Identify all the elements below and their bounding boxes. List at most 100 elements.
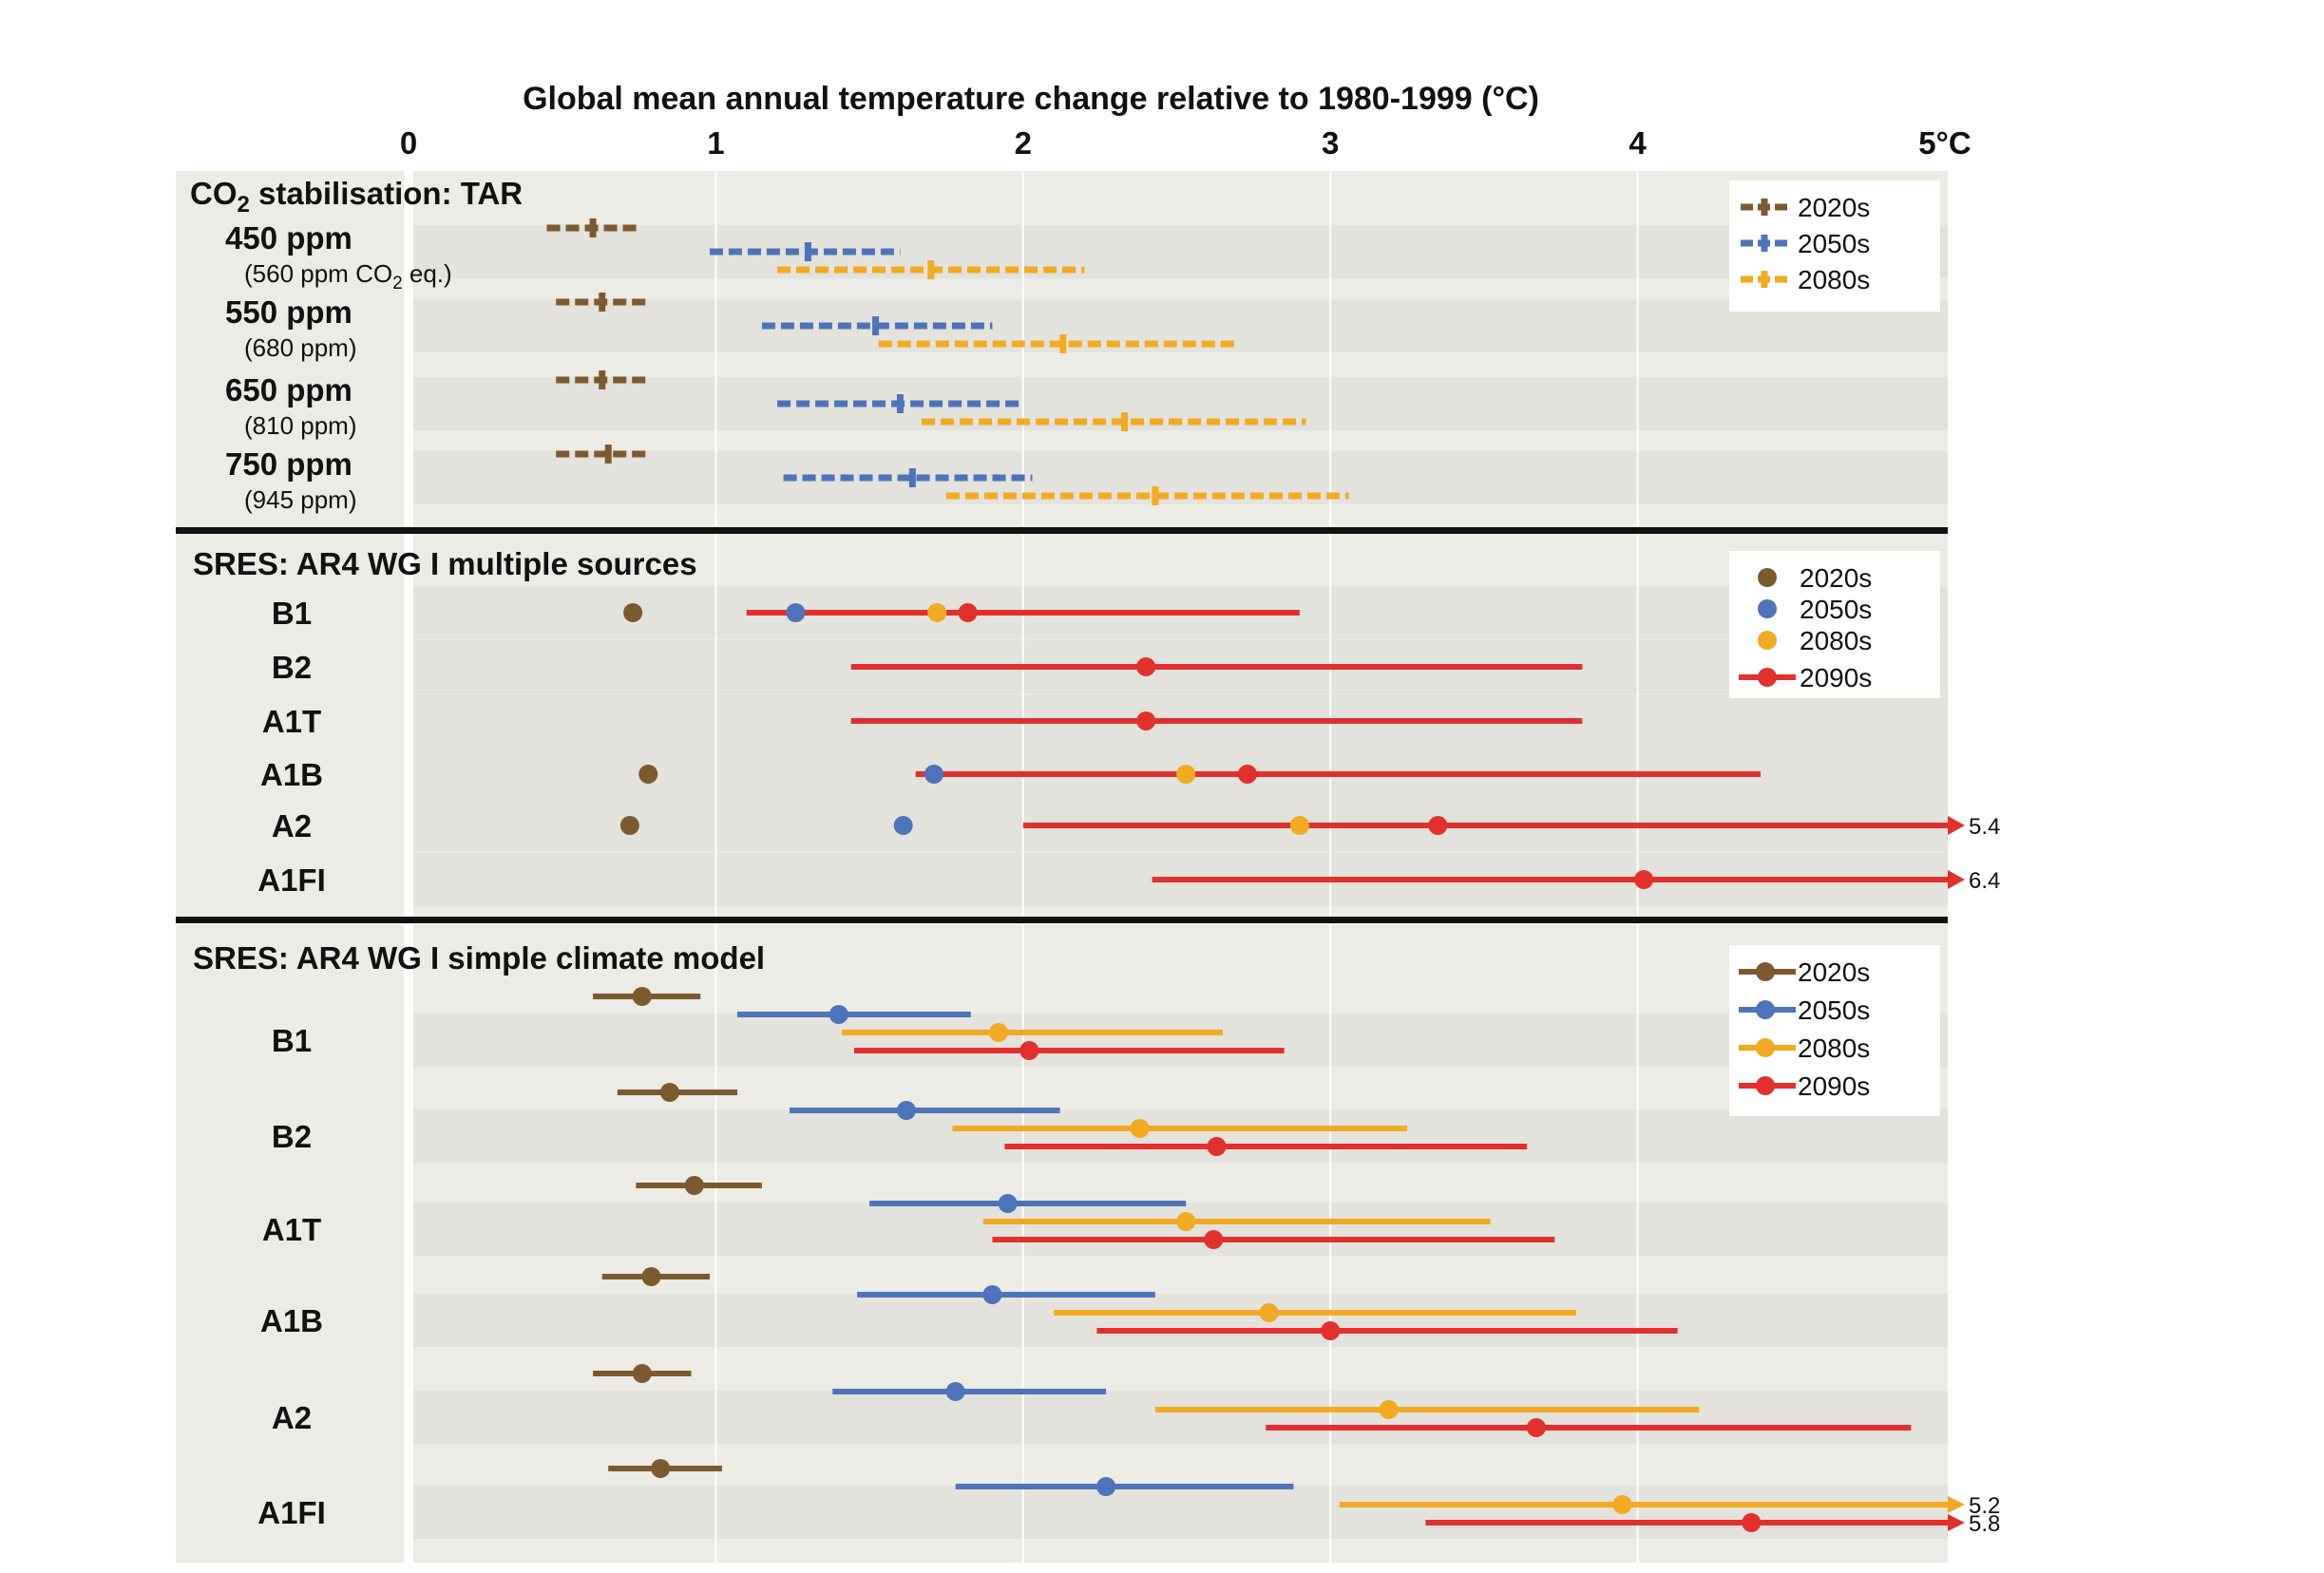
- panel-2-row-a2-2050s-point: [893, 816, 913, 835]
- panel-2-row-a2-2090s-point: [1428, 816, 1448, 835]
- panel-1-row-450-ppm-sublabel: (560 ppm CO2 eq.): [244, 259, 452, 294]
- panel-3-row-b1-2090s-central-point: [1019, 1041, 1039, 1060]
- panel-2-row-b1-2080s-point: [927, 603, 947, 622]
- panel-2-row-a1t-label: A1T: [262, 704, 321, 739]
- panel-3-row-b1-2050s-central-point: [829, 1005, 848, 1024]
- panel-2-row-b1-label: B1: [272, 596, 312, 631]
- panel-1-row-750-ppm-sublabel: (945 ppm): [244, 485, 357, 514]
- panel-3-legend-2020s-label: 2020s: [1798, 957, 1870, 987]
- panel-3-row-a2-label: A2: [272, 1400, 312, 1435]
- panel-3-legend-2080s-label: 2080s: [1798, 1033, 1870, 1063]
- panel-2-row-a2-end-label: 5.4: [1969, 814, 2000, 840]
- panel-3-row-a1b-label: A1B: [260, 1303, 323, 1338]
- panel-3-row-band: [409, 1014, 1948, 1067]
- panel-3-row-b2-2080s-central-point: [1130, 1119, 1150, 1138]
- panel-2-row-a2-2020s-point: [619, 816, 639, 835]
- panel-3-legend-2050s-label: 2050s: [1798, 995, 1870, 1025]
- panel-3-row-band: [409, 1391, 1948, 1444]
- panel-3-row-a1t-label: A1T: [262, 1212, 321, 1247]
- panel-3-row-band: [409, 1109, 1948, 1163]
- panel-3-row-b1-2080s-central-point: [988, 1023, 1008, 1042]
- panel-2-legend-2050s-marker: [1758, 599, 1777, 618]
- panel-2-row-b1-2090s-point: [958, 603, 978, 622]
- panel-1-legend-2080s-label: 2080s: [1798, 265, 1870, 294]
- panel-3-row-a2-2080s-central-point: [1379, 1400, 1399, 1419]
- panel-3-row-b1-2020s-central-point: [632, 987, 652, 1006]
- panel-3-row-a2-2050s-central-point: [945, 1382, 965, 1401]
- panel-2-legend-2050s-label: 2050s: [1800, 595, 1872, 624]
- panel-1-row-band: [409, 299, 1948, 352]
- panel-3-row-b2-2090s-central-point: [1207, 1137, 1227, 1156]
- panel-1-title: CO2 stabilisation: TAR: [190, 176, 523, 218]
- panel-2-row-a1b-label: A1B: [260, 757, 323, 792]
- panel-3-legend-2090s-marker: [1756, 1076, 1775, 1095]
- panel-3-row-a1fi-2080s-central-point: [1612, 1495, 1632, 1514]
- panel-3-row-a1b-2080s-central-point: [1259, 1303, 1279, 1322]
- panel-2-title: SRES: AR4 WG I multiple sources: [193, 546, 697, 581]
- panel-2-row-b1-2020s-point: [623, 603, 643, 622]
- panel-3-row-b2-label: B2: [272, 1119, 312, 1154]
- panel-3-legend-2090s-label: 2090s: [1798, 1071, 1870, 1101]
- panel-2-row-b1-2050s-point: [786, 603, 806, 622]
- panel-1-row-650-ppm-label: 650 ppm: [225, 372, 352, 407]
- panel-3-row-band: [409, 1486, 1948, 1539]
- panel-2-row-b2-label: B2: [272, 650, 312, 685]
- panel-2-row-a1b-2080s-point: [1176, 765, 1196, 784]
- panel-3-row-band: [409, 1294, 1948, 1347]
- panel-2-legend-2090s-marker: [1758, 668, 1777, 687]
- panel-2-row-a1fi-end-label: 6.4: [1969, 868, 2000, 894]
- panel-2-row-a1t-2090s-point: [1136, 711, 1156, 730]
- panel-2-row-a1b-2050s-point: [924, 765, 944, 784]
- panel-3-row-a1fi-label: A1FI: [257, 1495, 326, 1530]
- panel-2-row-a2-2080s-point: [1289, 816, 1309, 835]
- panel-2-row-b2-2090s-point: [1136, 657, 1156, 676]
- panel-3-row-a1t-2080s-central-point: [1176, 1212, 1196, 1231]
- x-tick-label-3: 3: [1322, 125, 1339, 161]
- panel-3-row-b2-2020s-central-point: [659, 1083, 679, 1102]
- x-tick-label-5-c: 5°C: [1918, 125, 1971, 161]
- panel-3-legend-2080s-marker: [1756, 1038, 1775, 1057]
- panel-3-row-band: [409, 1203, 1948, 1256]
- panel-2-row-a1b-2090s-point: [1237, 765, 1257, 784]
- panel-1-legend-2050s-label: 2050s: [1798, 229, 1870, 258]
- panel-1-row-550-ppm-sublabel: (680 ppm): [244, 333, 357, 362]
- panel-1-row-650-ppm-sublabel: (810 ppm): [244, 411, 357, 440]
- panel-2-legend-2080s-label: 2080s: [1800, 626, 1872, 655]
- panel-3-row-a1fi-2090s-central-point: [1742, 1513, 1762, 1532]
- panel-3-row-a1t-2090s-central-point: [1204, 1230, 1224, 1249]
- x-tick-label-4: 4: [1629, 125, 1647, 161]
- panel-3-row-a2-2090s-central-point: [1526, 1418, 1546, 1437]
- panel-1-legend-2020s-label: 2020s: [1798, 193, 1870, 222]
- panel-3-row-a1b-2020s-central-point: [641, 1267, 661, 1286]
- panel-1-row-band: [409, 225, 1948, 278]
- panel-2-legend-2020s-label: 2020s: [1800, 563, 1872, 593]
- panel-2-legend-2080s-marker: [1758, 631, 1777, 650]
- panel-2-row-a1b-2020s-point: [638, 765, 658, 784]
- panel-3-row-a1fi-2050s-central-point: [1096, 1477, 1116, 1496]
- panel-2-row-a2-overflow-arrow: [1948, 816, 1965, 835]
- panel-3-row-a1b-2090s-central-point: [1321, 1321, 1341, 1340]
- panel-2-legend-2020s-marker: [1758, 568, 1777, 587]
- panel-3-row-a1b-2050s-central-point: [982, 1285, 1002, 1304]
- panel-3-row-a1fi-2080s-end-label: 5.2: [1969, 1493, 2000, 1519]
- panel-3-row-a1fi-2090s-end-label: 5.8: [1969, 1511, 2000, 1537]
- panel-1-row-450-ppm-label: 450 ppm: [225, 220, 352, 256]
- panel-3-legend-2020s-marker: [1756, 962, 1775, 981]
- panel-3-legend-2050s-marker: [1756, 1000, 1775, 1019]
- panel-3-row-a2-2020s-central-point: [632, 1364, 652, 1383]
- x-tick-label-2: 2: [1015, 125, 1032, 161]
- x-tick-label-1: 1: [707, 125, 724, 161]
- panel-2-row-a1fi-2090s-point: [1634, 870, 1654, 889]
- panel-separator-1: [176, 527, 1948, 534]
- panel-separator-2: [176, 917, 1948, 923]
- panel-2-legend-2090s-label: 2090s: [1800, 663, 1872, 692]
- panel-3-row-a1fi-2080s-overflow-arrow: [1948, 1496, 1965, 1513]
- panel-3-row-a1fi-2020s-central-point: [651, 1459, 671, 1478]
- panel-3-row-a1t-2050s-central-point: [998, 1194, 1018, 1213]
- panel-3-row-a1t-2020s-central-point: [684, 1176, 704, 1195]
- panel-3-row-b1-label: B1: [272, 1023, 312, 1058]
- panel-2-row-a1fi-overflow-arrow: [1948, 870, 1965, 889]
- panel-1-row-750-ppm-label: 750 ppm: [225, 446, 352, 482]
- panel-3-title: SRES: AR4 WG I simple climate model: [193, 940, 765, 976]
- panel-3-row-b2-2050s-central-point: [896, 1101, 916, 1120]
